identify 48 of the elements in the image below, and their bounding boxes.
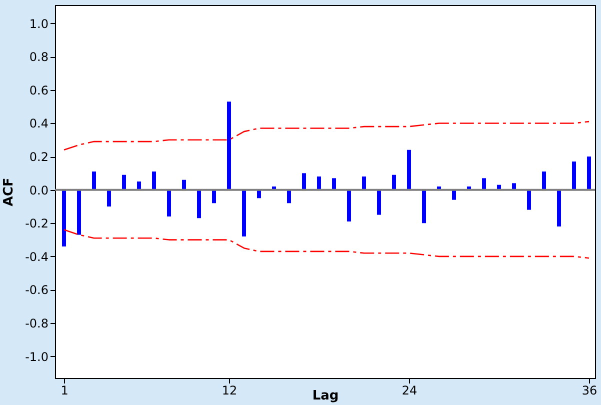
line-series [63,229,590,259]
y-tick-label: -0.6 [25,283,48,298]
x-tick-label: 12 [222,384,238,398]
x-axis-title: Lag [312,388,339,404]
bar [482,178,486,190]
y-tick-label: -1.0 [25,350,48,364]
bar [302,173,306,190]
bar [527,190,531,210]
bar [332,178,336,190]
y-axis-title: ACF [2,178,16,206]
bar [362,176,366,190]
y-tick-label: 0.8 [29,50,48,64]
bar [377,190,381,215]
y-tick-label: -0.4 [25,250,48,264]
bar [182,180,186,190]
bar [77,190,81,235]
y-tick-label: 0.4 [29,116,48,131]
bar [347,190,351,222]
bar [212,190,216,204]
bar [107,190,111,206]
y-tick-label: -0.8 [25,316,48,331]
bar [197,190,201,218]
bar [557,190,561,226]
x-tick-label: 36 [582,384,598,398]
y-tick-label: 1.0 [29,16,48,31]
y-tick-label: 0.6 [29,83,48,98]
y-tick-label: -0.2 [25,216,48,231]
x-tick-label: 1 [60,384,68,398]
line-series [63,120,590,151]
bar [587,156,591,190]
x-tick-label: 24 [402,384,418,398]
bar [392,174,396,190]
bar [572,162,576,190]
bar [167,190,171,216]
y-tick-label: 0.2 [29,150,48,164]
bar [542,172,546,190]
bar [287,190,291,204]
y-tick-label: 0.0 [29,183,48,198]
bar [407,150,411,190]
bar [317,176,321,190]
bar [227,102,231,190]
bar [152,172,156,190]
bar [452,190,456,200]
bar [122,174,126,190]
bar [242,190,246,236]
bar [62,190,66,246]
bar [422,190,426,224]
bar [92,172,96,190]
